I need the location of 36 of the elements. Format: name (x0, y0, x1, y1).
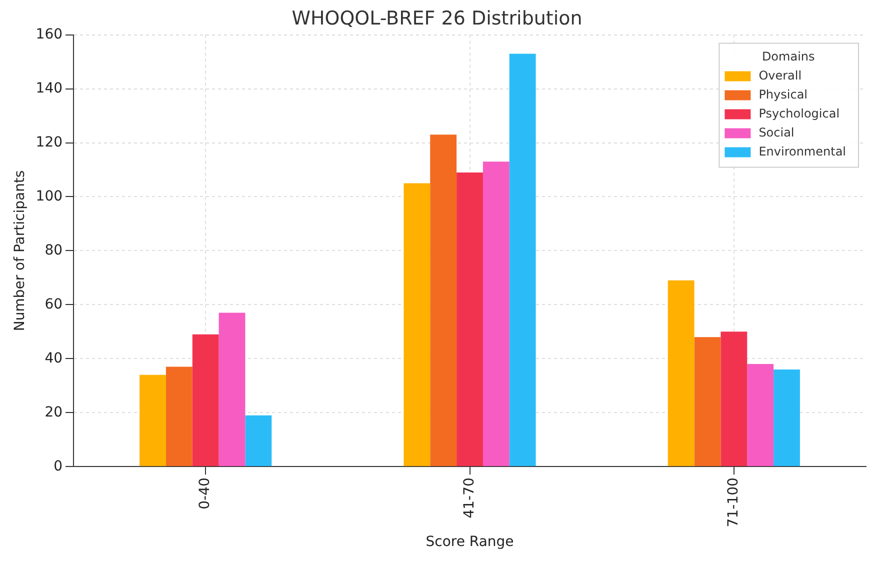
legend-label: Psychological (758, 106, 840, 120)
chart-title: WHOQOL-BREF 26 Distribution (292, 7, 582, 30)
x-tick-label: 41-70 (461, 478, 478, 518)
bar (747, 364, 774, 466)
bar (774, 369, 800, 466)
y-tick-label: 40 (44, 350, 63, 366)
y-tick-label: 20 (44, 404, 63, 420)
bar (218, 312, 246, 466)
legend-label: Social (758, 125, 794, 140)
bar (694, 337, 721, 466)
bar (456, 172, 483, 466)
bar (482, 162, 510, 466)
bar (192, 334, 219, 466)
x-tick-label: 0-40 (197, 478, 214, 510)
bar (509, 54, 536, 466)
y-tick-label: 160 (36, 26, 63, 42)
y-tick-label: 0 (54, 458, 63, 474)
x-axis-title: Score Range (426, 534, 514, 550)
legend-title: Domains (762, 49, 815, 64)
y-tick-label: 80 (44, 242, 63, 258)
legend-label: Physical (758, 87, 808, 102)
bar (404, 183, 430, 466)
y-tick-label: 60 (44, 296, 63, 312)
y-tick-label: 120 (36, 134, 63, 150)
y-tick-label: 140 (36, 80, 63, 96)
bar (430, 134, 457, 466)
bar (166, 366, 192, 466)
legend-label: Overall (758, 68, 802, 82)
bar (245, 415, 272, 466)
bar (140, 374, 166, 466)
bar (720, 332, 748, 466)
legend-label: Environmental (758, 144, 846, 158)
y-tick-label: 100 (36, 188, 63, 204)
bar (668, 280, 694, 466)
x-tick-label: 71-100 (726, 478, 742, 528)
y-axis-title: Number of Participants (12, 170, 28, 332)
